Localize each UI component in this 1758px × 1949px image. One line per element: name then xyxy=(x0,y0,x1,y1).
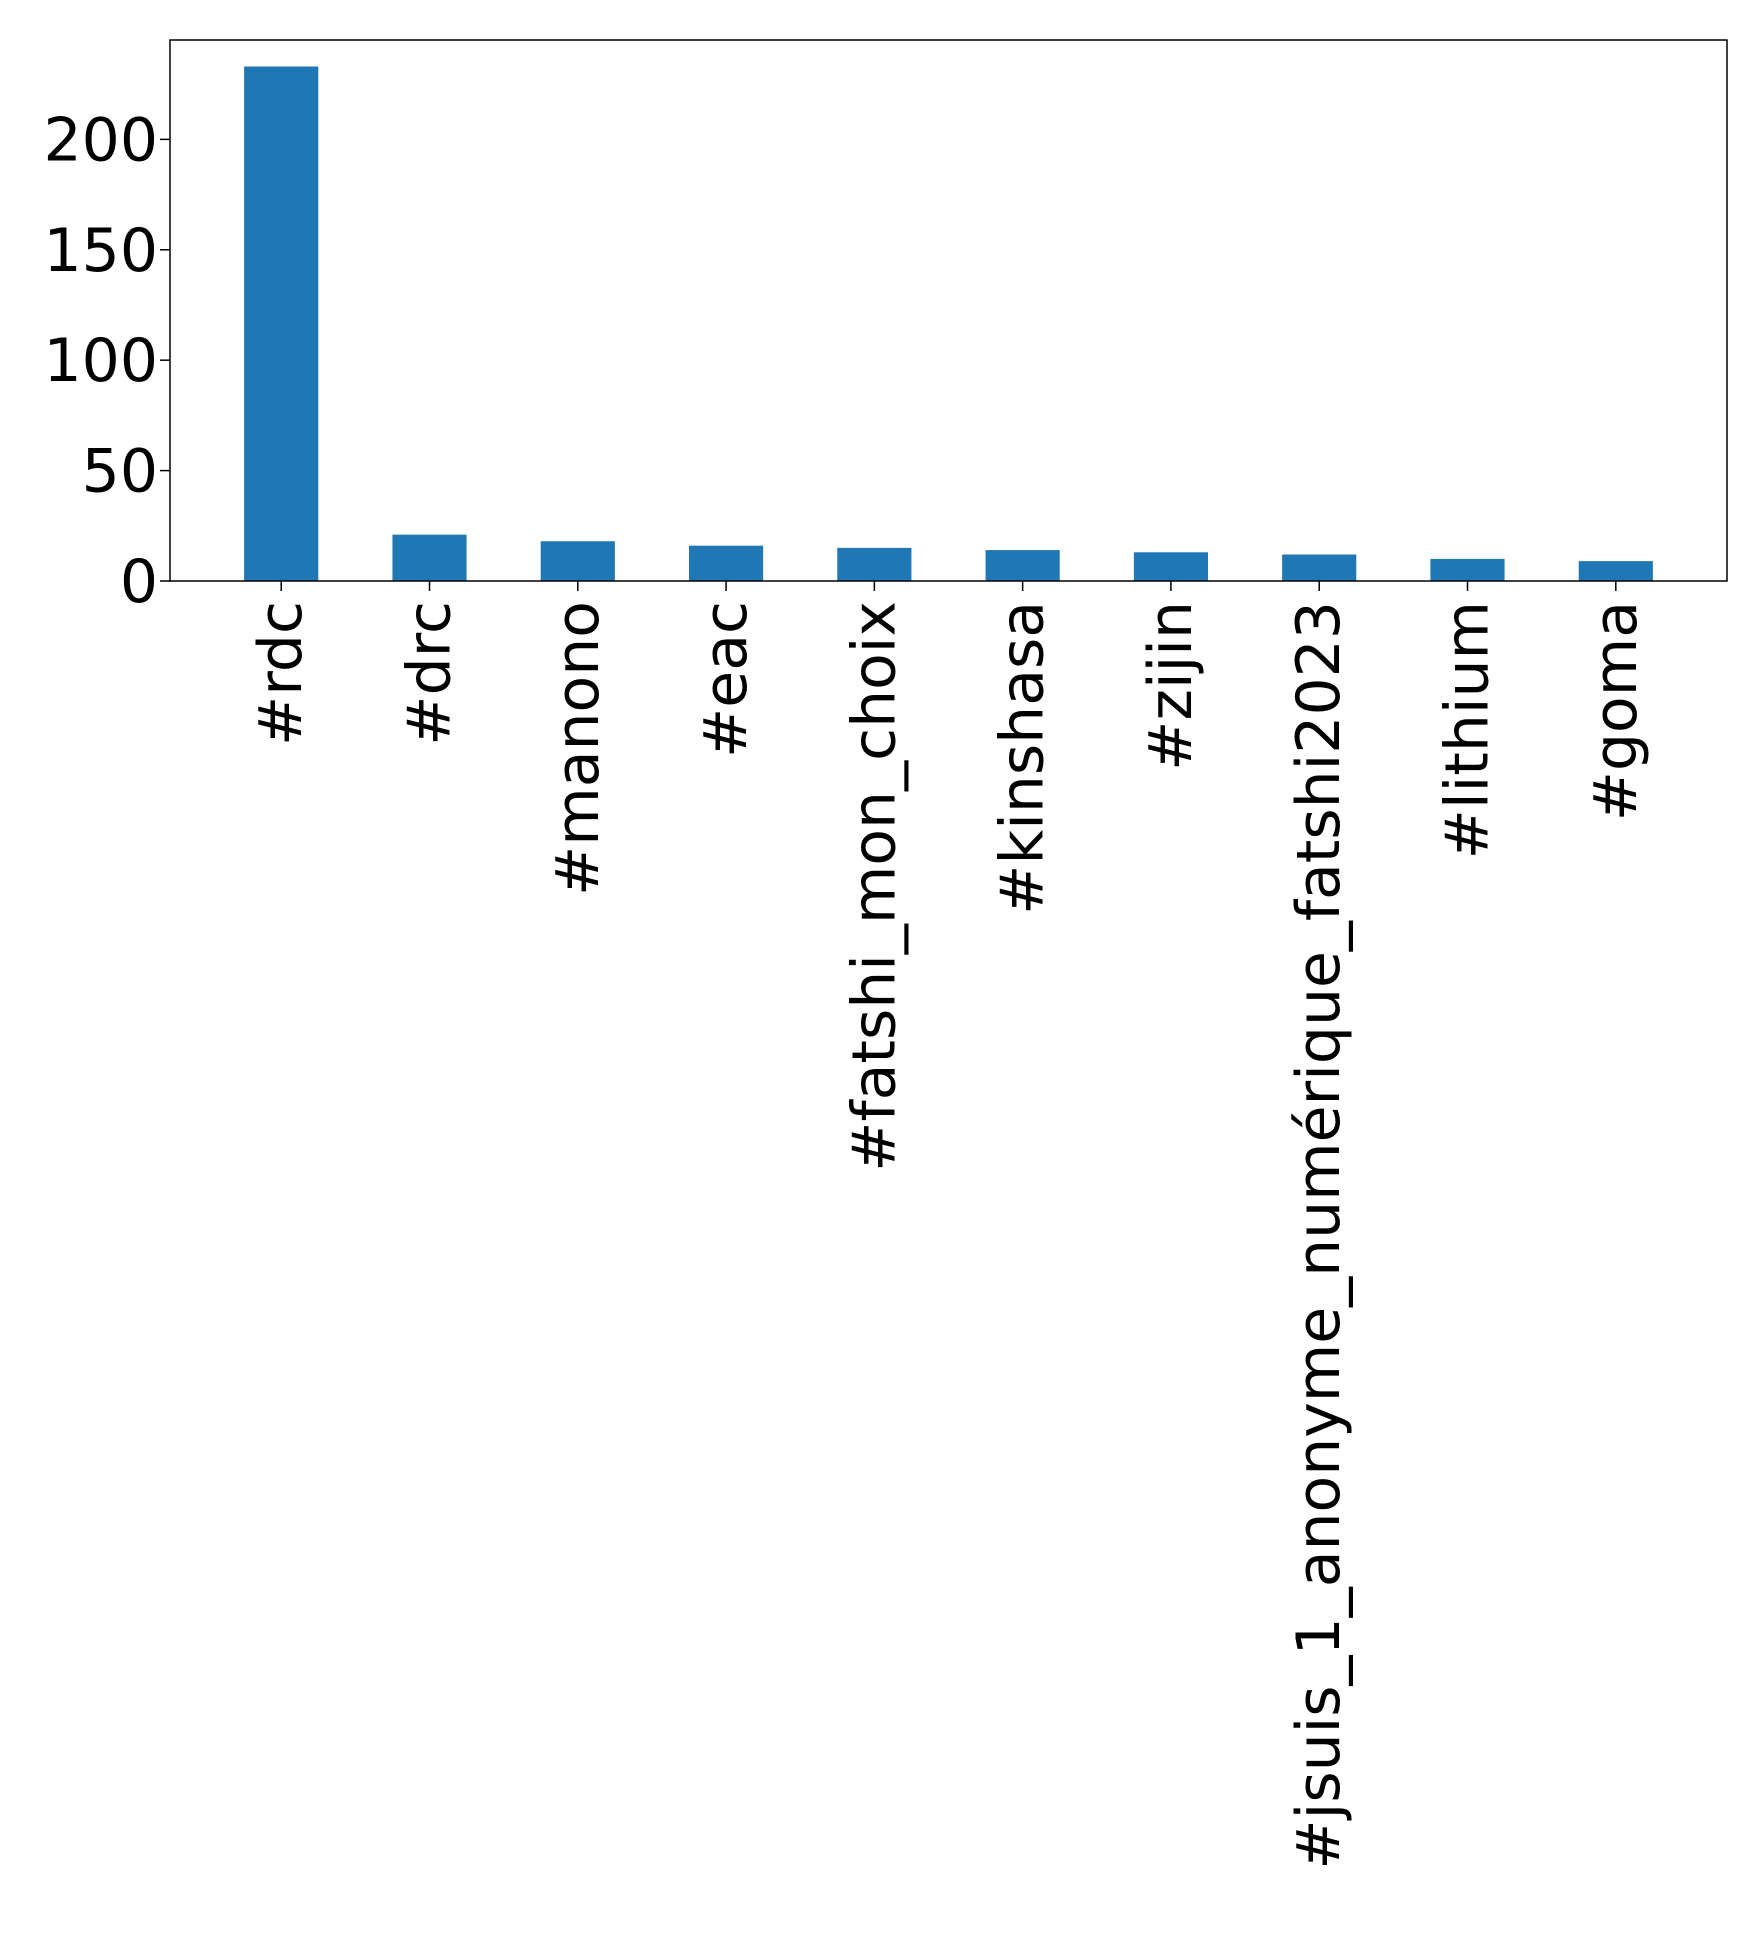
y-tick-label: 150 xyxy=(43,216,158,286)
bar-6 xyxy=(1133,552,1208,581)
bar-9 xyxy=(1578,561,1653,581)
x-tick-label: #manono xyxy=(543,601,613,896)
bar-7 xyxy=(1282,554,1357,581)
bar-0 xyxy=(244,66,319,582)
y-tick-label: 200 xyxy=(43,105,158,175)
y-tick-label: 100 xyxy=(43,326,158,396)
x-tick-label: #zijin xyxy=(1136,601,1206,771)
bars-group xyxy=(244,66,1653,582)
bar-4 xyxy=(837,547,912,581)
y-tick-label: 0 xyxy=(120,547,158,617)
x-tick-label: #lithium xyxy=(1433,601,1503,859)
bar-1 xyxy=(392,534,467,581)
bar-5 xyxy=(985,550,1060,581)
bar-8 xyxy=(1430,558,1505,581)
x-tick-label: #drc xyxy=(395,601,465,746)
x-tick-label: #rdc xyxy=(246,601,316,746)
x-tick-label: #fatshi_mon_choix xyxy=(839,601,909,1172)
y-axis-ticks: 0 50 100 150 200 xyxy=(43,105,170,617)
plot-frame xyxy=(169,39,1728,582)
y-tick-label: 50 xyxy=(82,437,158,507)
bar-3 xyxy=(689,545,764,581)
x-tick-label: #kinshasa xyxy=(988,601,1058,915)
x-tick-label: #jsuis_1_anonyme_numérique_fatshi2023 xyxy=(1284,601,1354,1870)
x-tick-label: #eac xyxy=(691,601,761,758)
x-axis-ticks: #rdc #drc #manono #eac #fatshi_mon_choix #kin… xyxy=(246,581,1651,1870)
x-tick-label: #goma xyxy=(1581,601,1651,821)
bar-2 xyxy=(540,541,615,581)
